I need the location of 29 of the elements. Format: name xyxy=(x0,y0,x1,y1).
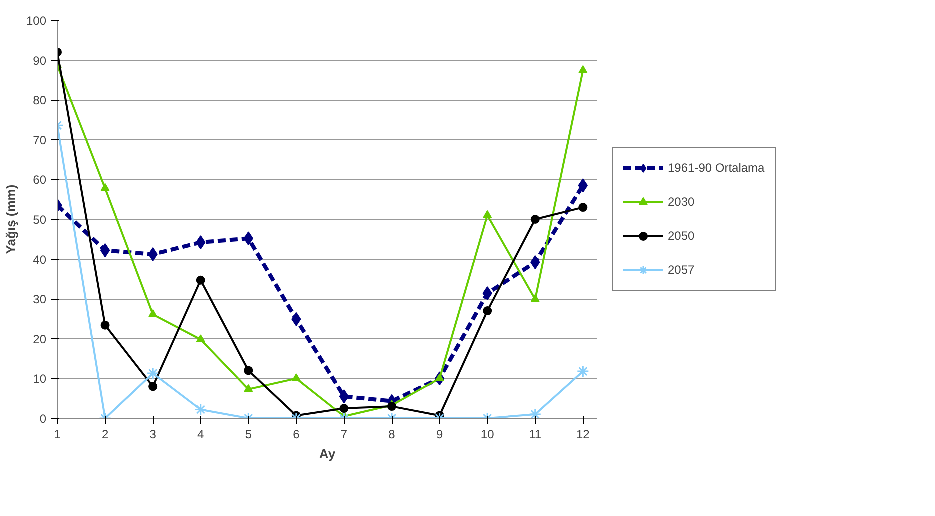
x-tick-label: 9 xyxy=(436,428,444,442)
legend-label: 1961-90 Ortalama xyxy=(668,161,765,175)
y-tick-label: 90 xyxy=(33,54,47,68)
x-tick-label: 2 xyxy=(102,428,109,442)
x-tick-label: 11 xyxy=(529,428,542,442)
legend-label: 2030 xyxy=(668,195,695,209)
x-axis-title: Ay xyxy=(319,446,336,462)
y-tick-label: 70 xyxy=(33,133,47,148)
y-axis-title: Yağış (mm) xyxy=(3,184,18,254)
y-tick-label: 0 xyxy=(40,412,47,426)
y-tick-label: 60 xyxy=(33,173,47,188)
x-tick-label: 10 xyxy=(480,428,495,442)
y-tick-label: 50 xyxy=(33,213,47,227)
legend-label: 2050 xyxy=(668,229,695,243)
y-tick-label: 80 xyxy=(33,94,47,108)
x-tick-label: 8 xyxy=(388,428,396,442)
x-tick-label: 1 xyxy=(54,428,62,442)
y-tick-label: 10 xyxy=(33,372,47,386)
y-tick-label: 100 xyxy=(26,14,47,28)
x-tick-label: 7 xyxy=(340,428,348,442)
x-tick-label: 5 xyxy=(245,428,252,442)
x-tick-label: 6 xyxy=(293,428,300,442)
x-tick-label: 3 xyxy=(150,428,157,442)
y-tick-label: 40 xyxy=(33,252,47,267)
x-tick-label: 12 xyxy=(576,428,590,442)
y-tick-label: 20 xyxy=(33,332,47,346)
y-tick-label: 30 xyxy=(33,292,47,307)
x-tick-label: 4 xyxy=(198,428,205,442)
legend-label: 2057 xyxy=(668,263,695,277)
